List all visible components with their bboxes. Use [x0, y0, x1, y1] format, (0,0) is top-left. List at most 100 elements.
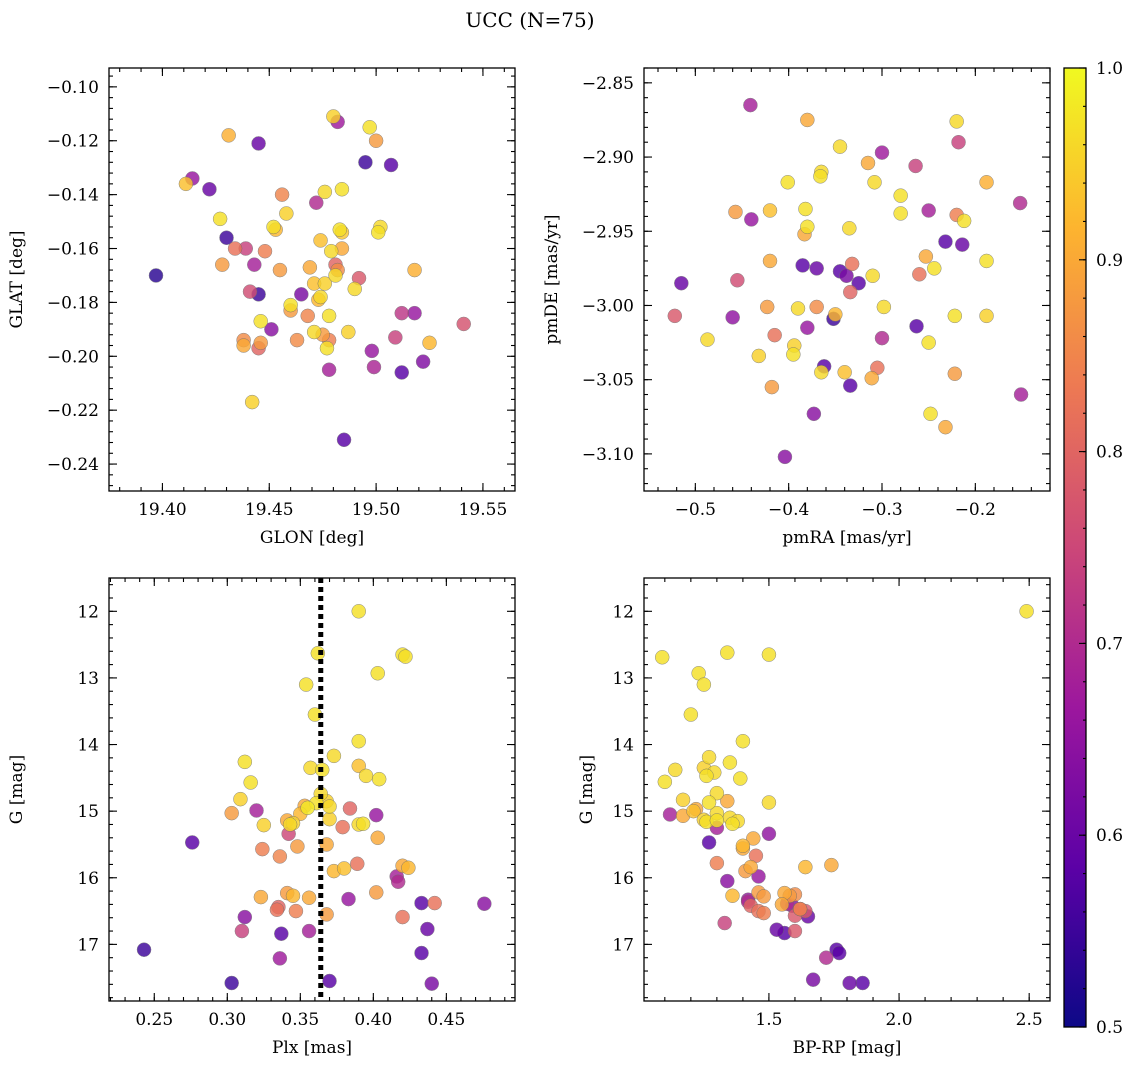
- data-point: [136, 942, 152, 957]
- data-point: [224, 805, 239, 821]
- data-point: [842, 221, 857, 236]
- data-point: [777, 449, 793, 465]
- data-point: [341, 324, 356, 340]
- y-tick-label: 16: [77, 869, 99, 889]
- data-point: [282, 817, 298, 832]
- data-point: [233, 791, 248, 807]
- data-point: [874, 145, 890, 160]
- data-point: [341, 891, 356, 907]
- data-point: [288, 903, 304, 919]
- y-tick-label: −0.12: [47, 132, 99, 152]
- data-point: [322, 799, 337, 814]
- y-tick-label: −0.18: [47, 293, 99, 313]
- x-tick-label: 0.40: [354, 1010, 392, 1030]
- data-point: [743, 97, 758, 113]
- data-point: [761, 647, 777, 662]
- data-point: [294, 287, 309, 302]
- data-point: [832, 139, 848, 154]
- data-point: [843, 378, 858, 393]
- points-group: [136, 604, 492, 991]
- colorbar-tick-label: 1.0: [1096, 59, 1123, 79]
- data-point: [842, 975, 857, 991]
- data-point: [362, 120, 377, 135]
- data-point: [237, 754, 253, 770]
- panel-3: 0.25 0.30 0.35 0.40 0.45 12 13 14 15 16 17 Plx [mas…: [7, 577, 516, 1058]
- data-point: [839, 268, 854, 284]
- y-tick-label: 15: [77, 802, 99, 822]
- data-point: [667, 762, 683, 778]
- data-point: [798, 201, 813, 217]
- data-point: [394, 365, 409, 380]
- data-point: [247, 257, 262, 272]
- data-point: [764, 379, 780, 395]
- colorbar-tick-label: 0.9: [1096, 251, 1123, 271]
- data-point: [358, 768, 374, 784]
- data-point: [700, 332, 715, 347]
- data-point: [662, 807, 678, 822]
- data-point: [720, 793, 735, 809]
- data-point: [395, 909, 410, 925]
- data-point: [371, 771, 387, 787]
- panel-4: 1.5 2.0 2.5 12 13 14 15 16 17 BP-RP [mag] G [mag]: [577, 577, 1051, 1058]
- data-point: [798, 859, 813, 875]
- data-point: [414, 895, 429, 911]
- data-point: [269, 902, 285, 917]
- data-point: [422, 335, 437, 351]
- y-axis-label: GLAT [deg]: [7, 230, 27, 328]
- y-tick-label: 14: [77, 736, 99, 756]
- plot-frame: [108, 577, 516, 1002]
- data-point: [918, 249, 934, 264]
- plot-frame: [643, 577, 1051, 1002]
- x-axis-label: pmRA [mas/yr]: [782, 528, 911, 548]
- data-point: [253, 335, 268, 351]
- data-point: [322, 973, 337, 989]
- data-point: [733, 771, 748, 786]
- y-tick-label: −3.05: [582, 371, 634, 391]
- data-point: [283, 297, 298, 313]
- colorbar-tick-label: 0.8: [1096, 443, 1123, 463]
- data-point: [317, 184, 333, 200]
- data-point: [243, 775, 258, 790]
- y-tick-label: −0.16: [47, 240, 99, 260]
- y-tick-label: −0.24: [47, 455, 99, 475]
- data-point: [184, 835, 200, 850]
- plot-frame: [108, 67, 516, 492]
- y-tick-label: −0.20: [47, 347, 99, 367]
- data-point: [809, 299, 824, 315]
- data-point: [355, 816, 371, 832]
- data-point: [951, 134, 966, 150]
- data-point: [321, 362, 337, 378]
- data-point: [800, 320, 815, 335]
- data-point: [290, 839, 305, 854]
- data-point: [728, 204, 743, 220]
- data-point: [751, 348, 767, 364]
- data-point: [735, 838, 751, 854]
- x-tick-label: 0.35: [281, 1010, 319, 1030]
- data-point: [767, 327, 782, 343]
- colorbar-frame: [1063, 67, 1087, 1028]
- data-point: [368, 133, 384, 148]
- data-point: [683, 707, 699, 722]
- colorbar-gradient: [1064, 68, 1086, 1027]
- data-point: [274, 187, 290, 202]
- points-group: [654, 604, 1034, 991]
- data-point: [358, 155, 373, 170]
- data-point: [759, 299, 775, 315]
- data-point: [313, 233, 328, 248]
- y-tick-label: 17: [77, 935, 99, 955]
- data-point: [938, 419, 953, 435]
- data-point: [720, 873, 735, 889]
- data-point: [301, 923, 317, 939]
- data-point: [394, 305, 409, 321]
- y-tick-label: 17: [612, 935, 634, 955]
- points-group: [148, 109, 471, 448]
- points-group: [667, 97, 1029, 465]
- data-point: [876, 299, 892, 315]
- data-point: [310, 646, 326, 661]
- data-point: [921, 203, 936, 218]
- data-point: [720, 645, 735, 660]
- x-tick-label: 19.55: [459, 500, 508, 520]
- data-point: [383, 157, 399, 173]
- data-point: [370, 666, 385, 681]
- data-point: [369, 807, 384, 823]
